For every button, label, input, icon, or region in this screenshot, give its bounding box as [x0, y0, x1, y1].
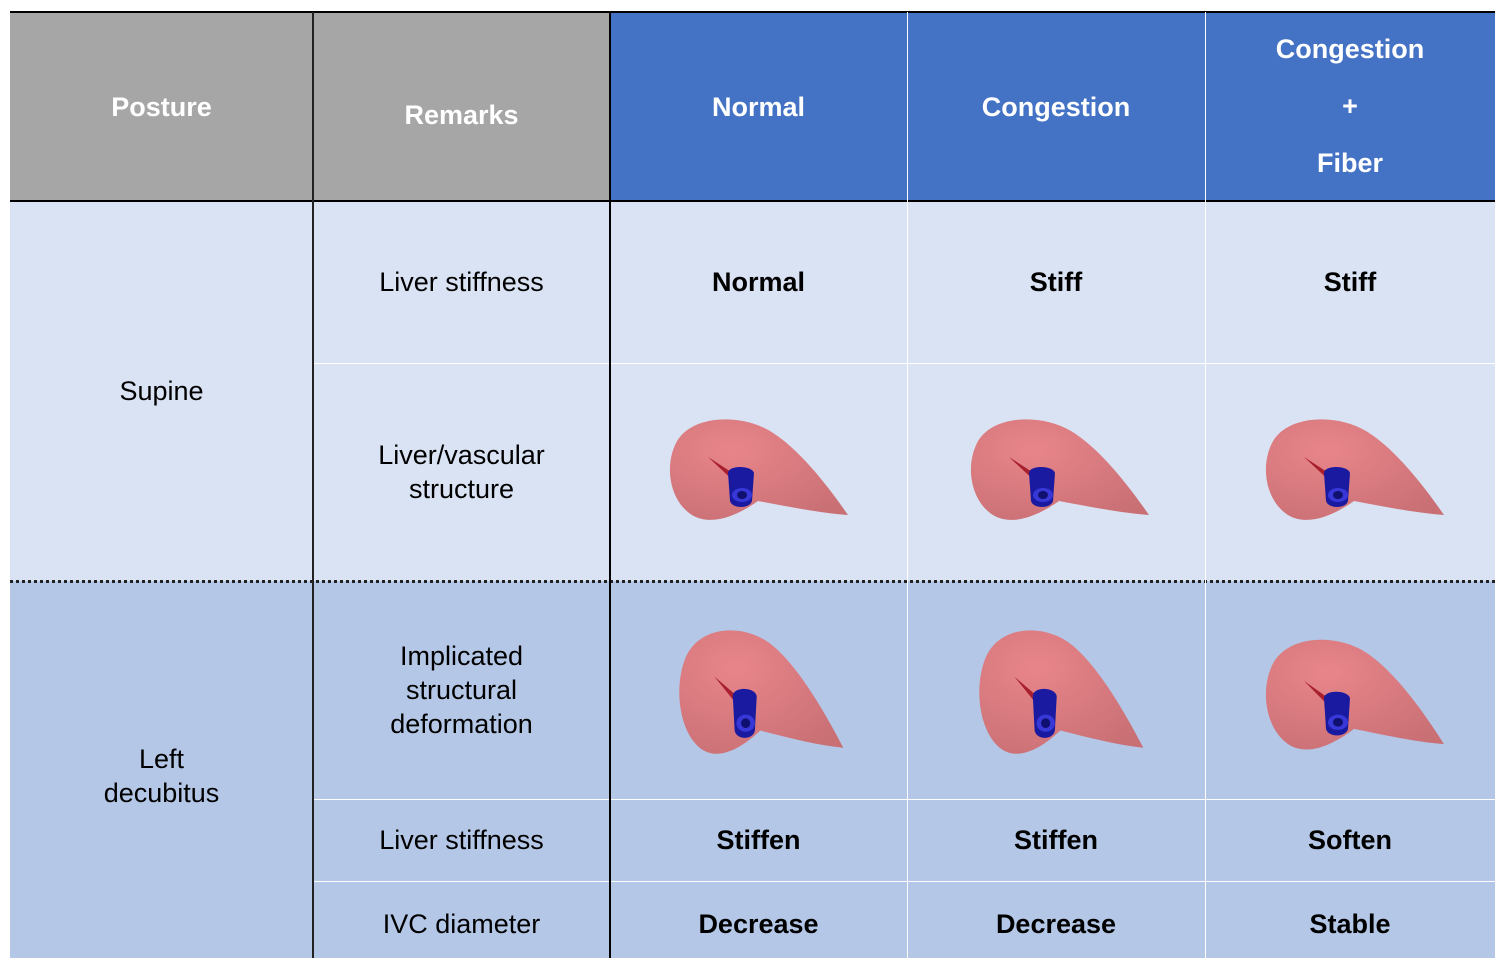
value-cell: Stiff [907, 201, 1205, 363]
remark: structure [408, 474, 515, 504]
rule [609, 12, 611, 958]
header-text: Fiber [1316, 148, 1383, 178]
remark-cell: Liver stiffness [313, 799, 610, 881]
value-cell: Decrease [610, 881, 907, 958]
remark-cell: IVC diameter [313, 881, 610, 958]
header-text: Posture [111, 91, 212, 122]
value-cell: Stiffen [610, 799, 907, 881]
rule [313, 799, 1495, 800]
remark-cell: Liver/vascular structure [313, 363, 610, 581]
posture: Supine [119, 376, 204, 406]
value: Stiff [1323, 267, 1377, 297]
posture: decubitus [103, 777, 220, 808]
header-text: Congestion [1275, 34, 1425, 64]
header-text: Remarks [404, 99, 519, 130]
header-cell: Congestion [907, 12, 1205, 201]
value: Normal [711, 267, 806, 297]
dotted-rule [10, 580, 1495, 583]
remark: deformation [390, 709, 533, 739]
remark-cell: Implicated structural deformation [313, 581, 610, 799]
header-text: + [1342, 91, 1358, 121]
header-bg [10, 12, 610, 201]
value-cell: Stiff [1205, 201, 1495, 363]
value-cell: Stiffen [907, 799, 1205, 881]
rule [312, 12, 314, 958]
posture: Left [138, 743, 185, 774]
row-bg [10, 201, 1495, 581]
liver-illustration [963, 415, 1153, 525]
header-text: Normal [711, 91, 806, 122]
liver-illustration [662, 415, 852, 525]
remark: structural [405, 675, 518, 705]
header-text: Congestion [981, 91, 1131, 122]
liver-illustration [672, 625, 847, 760]
value-cell: Decrease [907, 881, 1205, 958]
value: Stiffen [716, 825, 801, 855]
value: Stiffen [1014, 825, 1098, 855]
remark: Liver stiffness [379, 825, 544, 855]
value-cell: Stable [1205, 881, 1495, 958]
rule [10, 200, 1495, 202]
liver-illustration [1258, 415, 1448, 525]
liver-illustration [1258, 635, 1448, 755]
header-cell: Posture [10, 12, 313, 201]
remark: Liver/vascular [378, 440, 545, 470]
header-cell: Congestion + Fiber [1205, 12, 1495, 201]
remark: Liver stiffness [379, 267, 544, 297]
remark-cell: Liver stiffness [313, 201, 610, 363]
remark: IVC diameter [382, 908, 541, 939]
value: Stable [1309, 908, 1391, 939]
rule [1205, 12, 1206, 958]
value: Decrease [698, 908, 819, 939]
value-cell: Normal [610, 201, 907, 363]
value: Stiff [1029, 267, 1083, 297]
header-cell: Remarks [313, 12, 610, 201]
header-cell: Normal [610, 12, 907, 201]
remark: Implicated [399, 641, 524, 671]
posture-cell: Left decubitus [10, 581, 313, 958]
header-bg [610, 12, 1495, 201]
rule [907, 12, 908, 958]
liver-illustration [972, 625, 1147, 760]
value: Soften [1308, 825, 1392, 855]
rule [313, 363, 1495, 364]
value: Decrease [995, 908, 1117, 939]
rule [313, 881, 1495, 882]
posture-cell: Supine [10, 201, 313, 581]
value-cell: Soften [1205, 799, 1495, 881]
rule [10, 11, 1495, 13]
